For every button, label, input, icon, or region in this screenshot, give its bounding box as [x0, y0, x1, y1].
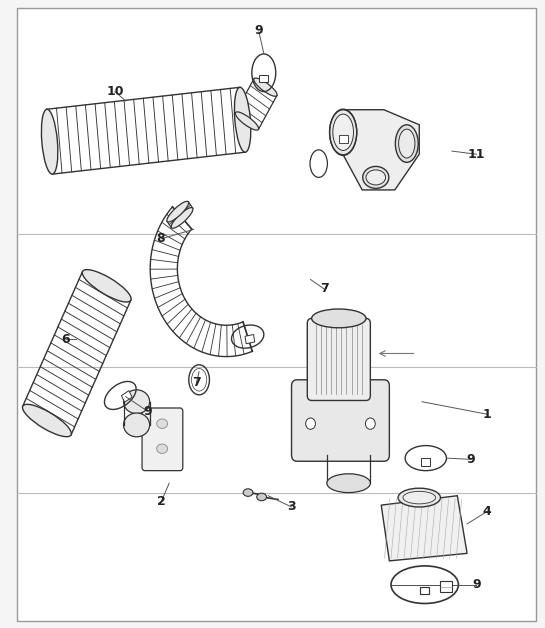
Bar	[420, 587, 429, 594]
Bar	[440, 581, 452, 592]
Ellipse shape	[395, 125, 418, 163]
Ellipse shape	[366, 418, 376, 430]
Text: 9: 9	[255, 24, 263, 37]
Ellipse shape	[234, 87, 251, 152]
Text: 9: 9	[467, 453, 475, 466]
Text: 1: 1	[483, 408, 492, 421]
Text: 9: 9	[143, 404, 152, 418]
Ellipse shape	[22, 404, 71, 436]
Bar	[245, 335, 255, 344]
Ellipse shape	[363, 166, 389, 188]
Ellipse shape	[167, 202, 189, 222]
FancyBboxPatch shape	[307, 318, 371, 401]
Ellipse shape	[312, 309, 366, 328]
Ellipse shape	[157, 419, 167, 428]
Polygon shape	[343, 110, 419, 190]
Bar	[421, 458, 430, 465]
Ellipse shape	[330, 110, 357, 155]
Ellipse shape	[403, 491, 435, 504]
Ellipse shape	[82, 269, 131, 302]
Ellipse shape	[157, 444, 167, 453]
Ellipse shape	[257, 493, 267, 501]
Text: 8: 8	[157, 232, 165, 246]
Text: 2: 2	[156, 495, 166, 509]
Ellipse shape	[398, 129, 415, 158]
Bar	[259, 75, 268, 82]
Ellipse shape	[243, 489, 253, 496]
Ellipse shape	[41, 109, 58, 174]
FancyBboxPatch shape	[292, 380, 389, 461]
Text: 7: 7	[192, 376, 201, 389]
Text: 10: 10	[106, 85, 124, 98]
Text: 11: 11	[468, 148, 485, 161]
Ellipse shape	[124, 413, 150, 437]
Text: 7: 7	[320, 283, 329, 295]
Text: 9: 9	[472, 578, 481, 591]
Ellipse shape	[254, 78, 277, 96]
Ellipse shape	[124, 390, 150, 414]
Ellipse shape	[171, 208, 193, 228]
Ellipse shape	[327, 474, 371, 492]
Ellipse shape	[333, 114, 354, 151]
Text: 3: 3	[287, 501, 296, 514]
Polygon shape	[381, 495, 467, 561]
Text: 6: 6	[62, 333, 70, 345]
Ellipse shape	[306, 418, 316, 430]
FancyBboxPatch shape	[142, 408, 183, 470]
Bar	[122, 391, 132, 402]
Ellipse shape	[366, 170, 385, 185]
Ellipse shape	[235, 112, 259, 130]
Ellipse shape	[398, 488, 440, 507]
Text: 4: 4	[483, 505, 492, 518]
Bar	[339, 136, 348, 143]
